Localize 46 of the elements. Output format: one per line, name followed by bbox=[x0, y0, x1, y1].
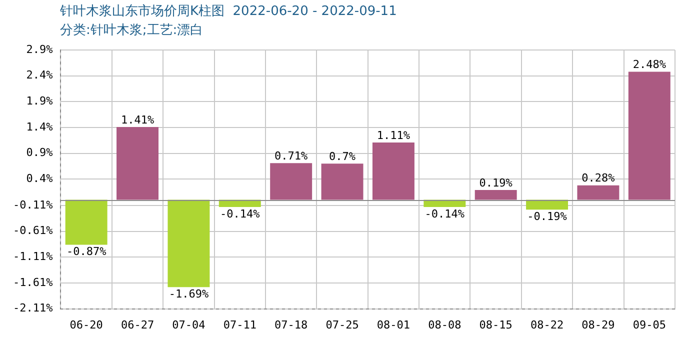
x-tick-label: 06-20 bbox=[70, 318, 103, 332]
x-tick-label: 08-22 bbox=[530, 318, 564, 332]
bar bbox=[168, 200, 210, 288]
x-tick-label: 06-27 bbox=[120, 318, 154, 332]
x-tick-label: 08-15 bbox=[479, 318, 512, 332]
bar bbox=[372, 142, 414, 200]
bar bbox=[321, 164, 364, 200]
data-label: 1.11% bbox=[376, 128, 410, 142]
y-tick-label: -0.61% bbox=[12, 224, 54, 238]
bar bbox=[270, 163, 312, 200]
y-tick-label: 1.9% bbox=[26, 94, 54, 108]
data-label: 0.71% bbox=[274, 149, 308, 162]
x-tick-label: 07-04 bbox=[172, 318, 206, 332]
data-label: 1.41% bbox=[120, 113, 154, 126]
data-label: -1.69% bbox=[168, 287, 209, 300]
chart-subtitle: 分类:针叶木浆;工艺:漂白 bbox=[60, 22, 204, 39]
y-tick-label: 0.4% bbox=[26, 172, 54, 185]
y-tick-label: -2.11% bbox=[12, 302, 54, 315]
y-tick-label: 0.9% bbox=[26, 146, 54, 160]
bar bbox=[628, 72, 670, 200]
data-label: 0.7% bbox=[329, 150, 356, 164]
data-label: 2.48% bbox=[632, 58, 666, 72]
y-tick-label: 2.4% bbox=[26, 68, 54, 82]
x-tick-label: 07-11 bbox=[223, 318, 256, 332]
data-label: -0.14% bbox=[424, 207, 465, 220]
y-tick-label: -1.11% bbox=[12, 250, 54, 264]
y-tick-label: 2.9% bbox=[26, 42, 54, 56]
chart-title: 针叶木浆山东市场价周K柱图 2022-06-20 - 2022-09-11 bbox=[60, 3, 397, 20]
y-tick-label: -0.11% bbox=[12, 198, 54, 212]
x-tick-label: 08-01 bbox=[376, 318, 410, 332]
x-tick-label: 09-05 bbox=[632, 318, 666, 332]
bar bbox=[577, 185, 620, 200]
bar bbox=[116, 126, 159, 200]
bar bbox=[65, 200, 108, 245]
y-tick-label: 1.4% bbox=[26, 120, 54, 134]
x-tick-label: 07-25 bbox=[326, 318, 359, 332]
data-label: 0.19% bbox=[479, 176, 513, 190]
data-label: -0.87% bbox=[66, 245, 107, 258]
y-tick-label: -1.61% bbox=[12, 276, 54, 289]
data-label: -0.19% bbox=[527, 210, 568, 223]
data-label: -0.14% bbox=[220, 207, 260, 220]
data-label: 0.28% bbox=[582, 172, 616, 185]
bar bbox=[474, 190, 517, 200]
x-tick-label: 08-08 bbox=[428, 318, 462, 332]
x-tick-label: 08-29 bbox=[582, 318, 615, 332]
x-tick-label: 07-18 bbox=[274, 318, 308, 332]
